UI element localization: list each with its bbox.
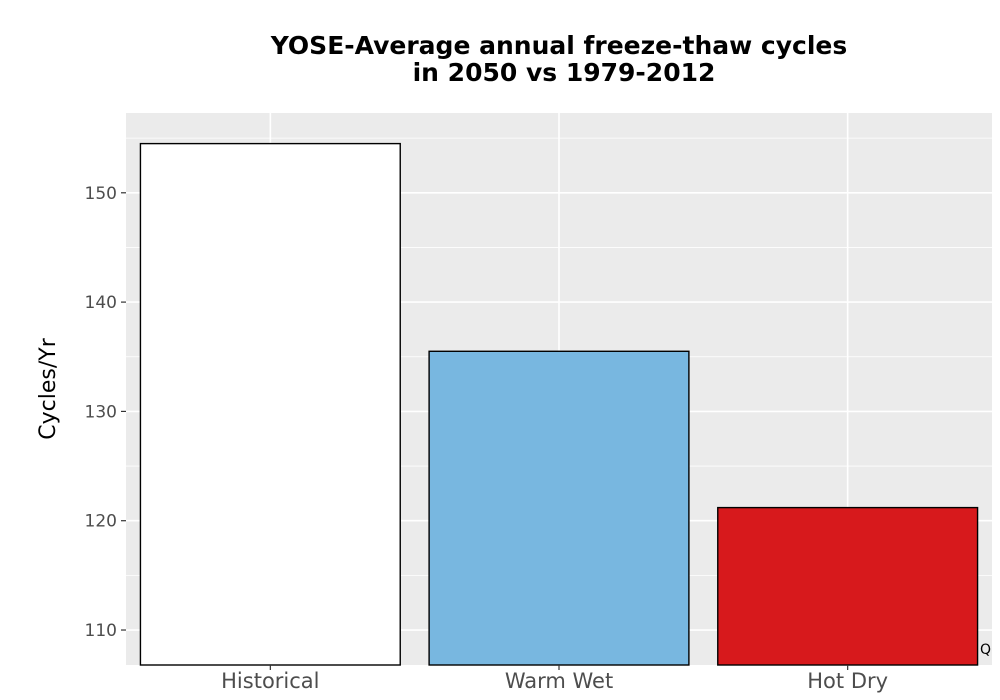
x-axis: Historical Warm Wet Hot Dry (221, 665, 888, 693)
x-tick-label: Hot Dry (807, 669, 888, 693)
x-tick-label: Historical (221, 669, 319, 693)
chart-title-line-2: in 2050 vs 1979-2012 (413, 58, 716, 87)
corner-mark: Q (980, 642, 991, 658)
bar-hot-dry (717, 506, 979, 666)
bar-historical (139, 142, 401, 666)
y-axis-title: Cycles/Yr (36, 337, 61, 439)
x-tick-label: Warm Wet (505, 669, 613, 693)
bar-warm-wet (428, 350, 690, 666)
y-tick-label: 150 (85, 184, 117, 204)
chart-title-line-1: YOSE-Average annual freeze-thaw cycles (270, 31, 848, 60)
bars (139, 142, 979, 666)
y-tick-label: 120 (85, 512, 117, 532)
y-tick-label: 110 (85, 621, 117, 641)
y-tick-label: 130 (85, 402, 117, 422)
y-axis: 110 120 130 140 150 (85, 184, 126, 641)
y-tick-label: 140 (85, 293, 117, 313)
